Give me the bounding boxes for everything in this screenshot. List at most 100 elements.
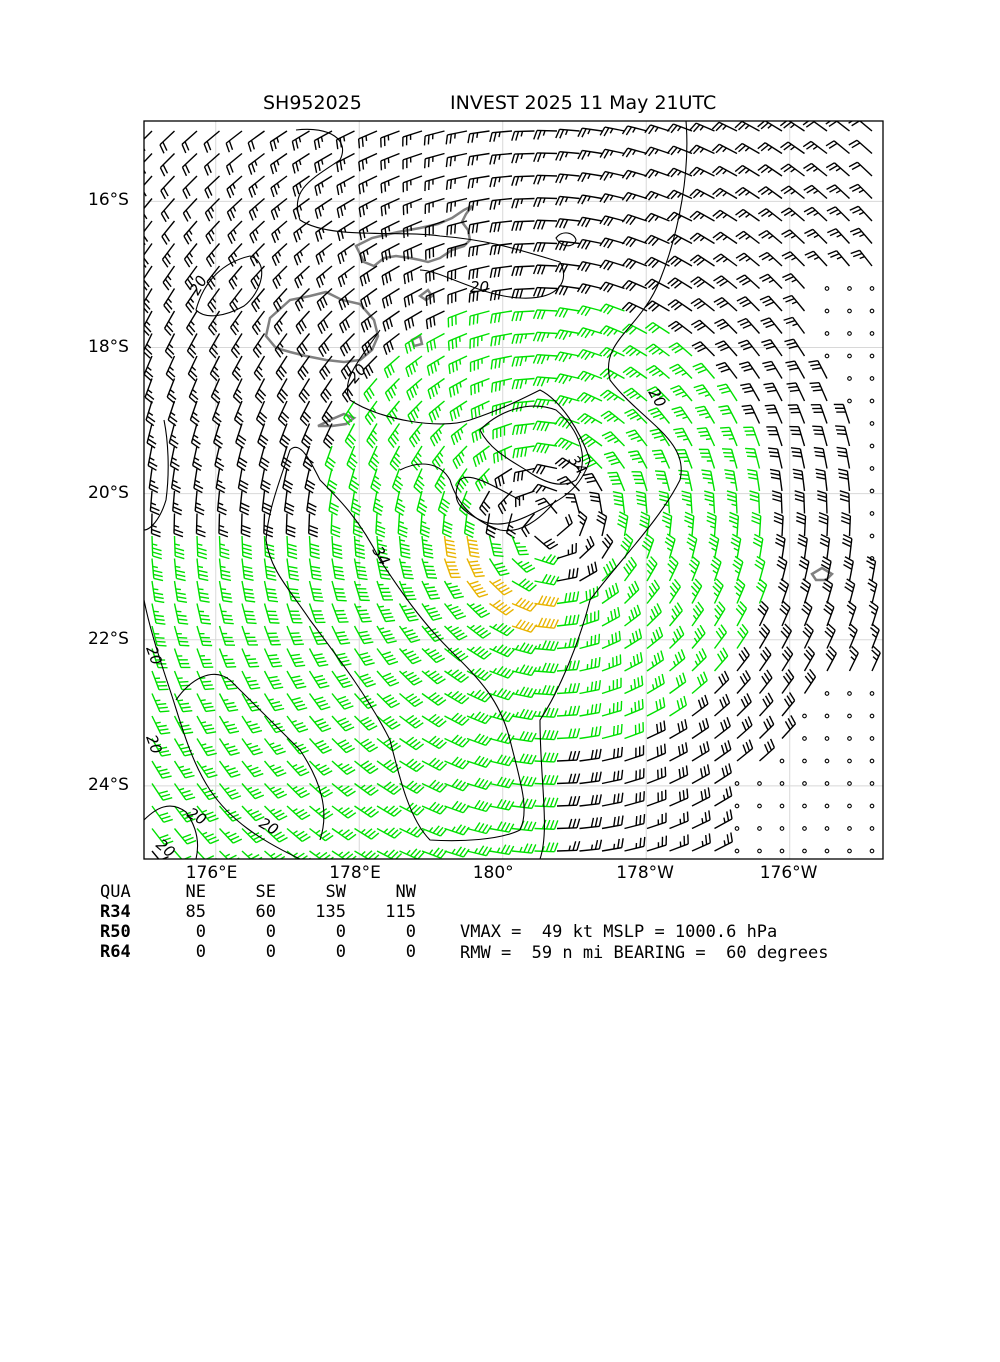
wind-barb bbox=[265, 851, 288, 864]
wind-barb bbox=[146, 401, 155, 426]
wind-barb bbox=[841, 513, 850, 536]
calm-marker bbox=[870, 827, 874, 831]
wind-barb bbox=[265, 626, 281, 645]
wind-barb bbox=[804, 647, 814, 671]
wind-barb bbox=[248, 131, 264, 152]
wind-barb bbox=[512, 379, 534, 390]
wind-barb bbox=[692, 764, 709, 783]
wind-barb bbox=[205, 199, 219, 222]
wind-barb bbox=[309, 514, 318, 537]
calm-marker bbox=[803, 759, 807, 763]
wind-barb bbox=[535, 685, 559, 695]
wind-barb bbox=[490, 623, 515, 635]
wind-barb bbox=[600, 149, 624, 158]
wind-barb bbox=[491, 334, 512, 347]
wind-barb bbox=[602, 770, 623, 784]
wind-barb bbox=[445, 735, 470, 747]
wind-barb bbox=[737, 297, 760, 311]
wind-barb bbox=[471, 379, 490, 396]
wind-barb bbox=[600, 260, 625, 270]
wind-barb bbox=[169, 424, 178, 449]
wind-barb bbox=[160, 154, 174, 177]
wind-barb bbox=[403, 154, 422, 170]
wind-barb bbox=[220, 761, 241, 777]
wind-barb bbox=[337, 176, 355, 195]
wind-barb bbox=[272, 221, 287, 243]
wind-barb bbox=[667, 190, 692, 199]
lon-tick-label: 178°E bbox=[329, 863, 381, 883]
wind-barb bbox=[355, 626, 374, 644]
r50-sw: 0 bbox=[290, 922, 346, 942]
wind-barb bbox=[152, 761, 172, 778]
wind-barb bbox=[422, 581, 440, 599]
wind-barb bbox=[473, 446, 489, 467]
wind-barb bbox=[580, 610, 599, 626]
wind-barb bbox=[471, 356, 490, 372]
wind-barb bbox=[355, 784, 379, 796]
wind-barb bbox=[445, 648, 469, 661]
wind-barb bbox=[310, 626, 327, 644]
wind-barb bbox=[257, 401, 267, 426]
wind-barb bbox=[800, 579, 810, 604]
wind-barb bbox=[230, 289, 242, 313]
wind-barb bbox=[404, 289, 422, 308]
wind-barb bbox=[377, 806, 401, 816]
wind-barb bbox=[422, 604, 442, 621]
wind-barb bbox=[218, 491, 227, 515]
wind-barb bbox=[467, 647, 491, 659]
wind-barb bbox=[355, 739, 378, 752]
wind-barb bbox=[512, 536, 529, 555]
wind-barb bbox=[467, 625, 491, 638]
wind-barb bbox=[733, 556, 743, 581]
wind-barb bbox=[849, 118, 872, 131]
wind-barb bbox=[735, 579, 745, 604]
wind-barb bbox=[691, 579, 701, 603]
wind-barb bbox=[580, 536, 595, 558]
wind-barb bbox=[377, 604, 395, 622]
wind-barb bbox=[445, 757, 470, 769]
wind-barb bbox=[445, 626, 468, 640]
wind-barb bbox=[228, 221, 242, 244]
calm-marker bbox=[780, 782, 784, 786]
wind-barb bbox=[271, 176, 287, 197]
wind-barb bbox=[622, 193, 647, 202]
vmax-mslp-line: VMAX = 49 kt MSLP = 1000.6 hPa bbox=[460, 922, 777, 942]
r50-ne: 0 bbox=[150, 922, 206, 942]
calm-marker bbox=[870, 737, 874, 741]
wind-barb bbox=[272, 244, 287, 266]
wind-barb bbox=[467, 559, 485, 577]
wind-barb bbox=[183, 199, 197, 222]
wind-barb bbox=[512, 620, 537, 633]
wind-barb bbox=[490, 266, 512, 278]
wind-barb bbox=[469, 244, 490, 257]
wind-barb bbox=[139, 199, 152, 222]
wind-barb bbox=[602, 793, 623, 806]
wind-barb bbox=[274, 311, 287, 334]
wind-barb bbox=[513, 424, 535, 436]
wind-barb bbox=[692, 602, 704, 626]
wind-barb bbox=[315, 176, 332, 196]
wind-barb bbox=[636, 491, 647, 513]
wind-barb bbox=[600, 304, 625, 314]
wind-barb bbox=[678, 470, 692, 491]
wind-barb bbox=[172, 469, 181, 493]
wind-barb bbox=[270, 131, 287, 151]
row-label-r34: R34 bbox=[100, 902, 131, 922]
wind-barb bbox=[332, 536, 342, 558]
wind-barb bbox=[512, 665, 536, 676]
wind-barb bbox=[490, 579, 513, 595]
wind-barb bbox=[777, 557, 787, 581]
wind-barb bbox=[495, 469, 512, 489]
wind-barb bbox=[758, 187, 782, 199]
wind-barb bbox=[838, 469, 849, 491]
wind-barb bbox=[673, 428, 692, 446]
wind-barb bbox=[602, 583, 618, 604]
wind-barb bbox=[600, 369, 625, 379]
calm-marker bbox=[825, 692, 829, 696]
wind-barb bbox=[835, 426, 849, 446]
wind-barb bbox=[670, 649, 685, 671]
wind-barb bbox=[760, 693, 773, 716]
wind-barb bbox=[687, 534, 697, 558]
wind-barb bbox=[759, 274, 782, 288]
calm-marker bbox=[848, 714, 852, 718]
